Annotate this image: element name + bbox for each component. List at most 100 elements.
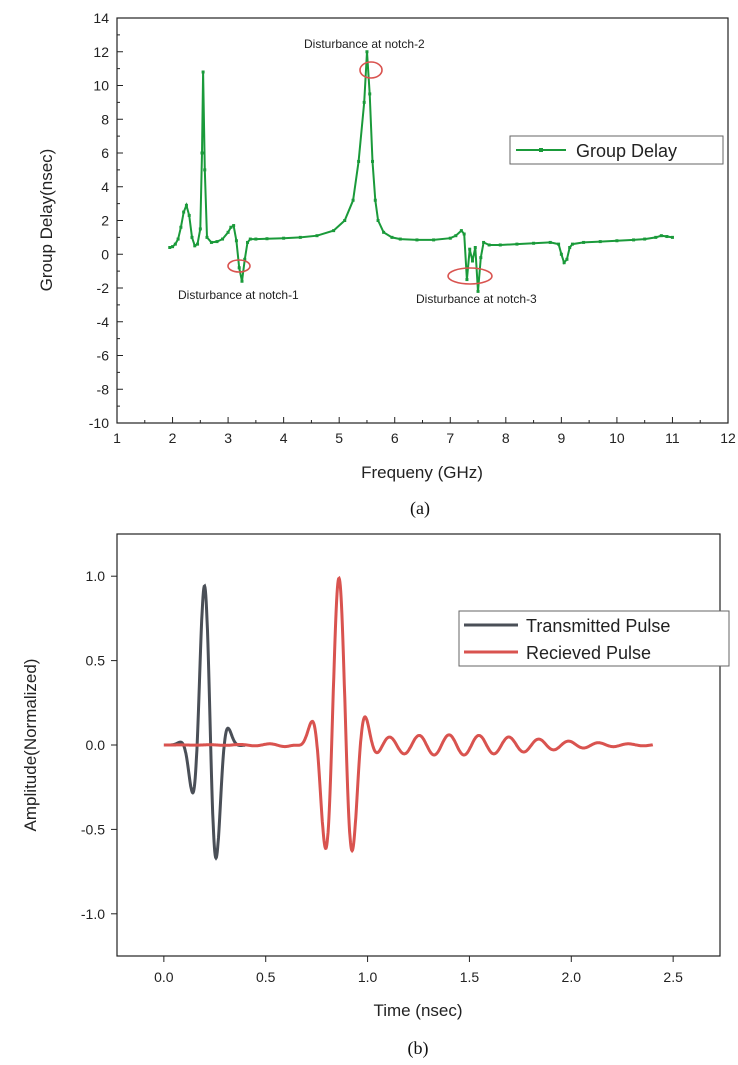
chart-a-x-tick-label: 12 bbox=[720, 430, 736, 446]
chart-a-y-axis-title: Group Delay(nsec) bbox=[37, 149, 56, 292]
group-delay-point bbox=[454, 234, 458, 238]
group-delay-point bbox=[351, 198, 355, 202]
group-delay-point bbox=[615, 239, 619, 243]
group-delay-point bbox=[182, 210, 186, 214]
chart-b-y-tick-label: 1.0 bbox=[86, 568, 106, 584]
group-delay-point bbox=[190, 235, 194, 239]
group-delay-point bbox=[582, 240, 586, 244]
chart-a-y-tick-label: 4 bbox=[101, 179, 109, 195]
chart-a-y-tick-label: 8 bbox=[101, 111, 109, 127]
group-delay-point bbox=[465, 278, 469, 282]
chart-a-x-tick-label: 9 bbox=[557, 430, 565, 446]
group-delay-point bbox=[562, 261, 566, 265]
group-delay-point bbox=[203, 168, 207, 172]
group-delay-point bbox=[632, 238, 636, 242]
group-delay-point bbox=[373, 198, 377, 202]
group-delay-point bbox=[376, 219, 380, 222]
group-delay-point bbox=[462, 232, 466, 236]
annotation-notch-3: Disturbance at notch-3 bbox=[416, 292, 537, 306]
chart-a-y-tick-label: -2 bbox=[97, 280, 110, 296]
group-delay-point bbox=[468, 247, 472, 251]
group-delay-point bbox=[265, 237, 269, 241]
chart-b-x-tick-label: 2.0 bbox=[562, 969, 582, 985]
group-delay-point bbox=[179, 225, 183, 229]
chart-b-y-tick-label: 0.0 bbox=[86, 737, 106, 753]
group-delay-point bbox=[532, 241, 536, 245]
group-delay-point bbox=[482, 240, 486, 244]
annotation-notch-2: Disturbance at notch-2 bbox=[304, 37, 425, 51]
chart-a-y-tick-label: 10 bbox=[93, 78, 109, 94]
group-delay-point bbox=[643, 237, 647, 241]
chart-a-plot-frame bbox=[116, 17, 729, 424]
group-delay-point bbox=[343, 219, 347, 222]
group-delay-point bbox=[665, 235, 669, 239]
group-delay-point bbox=[473, 246, 477, 249]
group-delay-point bbox=[565, 257, 569, 261]
group-delay-point bbox=[362, 100, 366, 104]
chart-a-caption: (a) bbox=[410, 498, 430, 519]
chart-a-y-tick-label: -10 bbox=[89, 415, 109, 431]
notch-3-marker-ellipse bbox=[447, 267, 493, 285]
group-delay-point bbox=[448, 236, 452, 240]
group-delay-point bbox=[298, 235, 302, 239]
chart-a-x-tick-label: 7 bbox=[446, 430, 454, 446]
group-delay-point bbox=[487, 243, 491, 247]
chart-b-legend-box bbox=[458, 610, 730, 667]
chart-a-x-tick-label: 10 bbox=[609, 430, 625, 446]
group-delay-point bbox=[670, 235, 674, 239]
group-delay-point bbox=[254, 237, 258, 241]
group-delay-point bbox=[315, 234, 319, 238]
group-delay-point bbox=[371, 159, 375, 163]
group-delay-point bbox=[382, 230, 386, 234]
chart-a-y-tick-label: 2 bbox=[101, 213, 109, 229]
group-delay-point bbox=[654, 235, 658, 239]
transmitted-pulse-line bbox=[163, 583, 246, 861]
group-delay-point bbox=[365, 50, 369, 54]
group-delay-point bbox=[226, 230, 230, 234]
group-delay-point bbox=[415, 238, 419, 242]
group-delay-point bbox=[248, 237, 252, 241]
group-delay-point bbox=[568, 246, 572, 249]
group-delay-point bbox=[237, 266, 241, 270]
chart-b-y-tick-label: -1.0 bbox=[81, 906, 105, 922]
chart-a-y-tick-label: 14 bbox=[93, 10, 109, 26]
notch-2-marker-ellipse bbox=[359, 61, 383, 79]
group-delay-point bbox=[173, 242, 177, 246]
group-delay-point bbox=[232, 224, 236, 228]
group-delay-point bbox=[557, 242, 561, 246]
pulse-chart: 0.0 0.5 1.0 1.5 2.0 2.5 -1.0 -0.5 0.0 0.5 1.0 Tra… bbox=[21, 533, 730, 1059]
group-delay-point bbox=[282, 236, 286, 240]
group-delay-point bbox=[198, 227, 202, 231]
chart-a-x-tick-label: 3 bbox=[224, 430, 232, 446]
group-delay-point bbox=[171, 245, 175, 249]
group-delay-point bbox=[196, 242, 200, 246]
group-delay-point bbox=[548, 240, 552, 244]
group-delay-point bbox=[398, 237, 402, 241]
chart-a-x-axis: 1 2 3 4 5 6 7 8 9 10 11 12 bbox=[113, 417, 736, 446]
received-pulse-line bbox=[163, 575, 654, 854]
chart-b-x-tick-label: 1.0 bbox=[358, 969, 378, 985]
group-delay-point bbox=[659, 234, 663, 238]
group-delay-point bbox=[432, 238, 436, 242]
group-delay-point bbox=[515, 242, 519, 246]
chart-a-y-tick-label: -6 bbox=[97, 348, 110, 364]
group-delay-point bbox=[168, 246, 172, 249]
chart-a-y-axis: -10 -8 -6 -4 -2 0 2 4 6 8 10 12 14 bbox=[89, 10, 123, 431]
chart-a-y-tick-label: 6 bbox=[101, 145, 109, 161]
legend-label-transmitted: Transmitted Pulse bbox=[526, 616, 670, 636]
chart-b-y-tick-label: -0.5 bbox=[81, 821, 105, 837]
group-delay-point bbox=[209, 240, 213, 244]
group-delay-point bbox=[229, 225, 233, 229]
chart-b-legend: Transmitted Pulse Recieved Pulse bbox=[458, 610, 730, 667]
chart-a-x-tick-label: 8 bbox=[502, 430, 510, 446]
group-delay-point bbox=[201, 70, 205, 74]
chart-b-y-axis-title: Amplitude(Normalized) bbox=[21, 659, 40, 832]
legend-swatch-marker bbox=[539, 148, 543, 152]
chart-b-y-axis: -1.0 -0.5 0.0 0.5 1.0 bbox=[81, 568, 117, 922]
group-delay-point bbox=[215, 240, 219, 244]
chart-a-y-tick-label: 0 bbox=[101, 246, 109, 262]
group-delay-point bbox=[240, 279, 244, 283]
chart-b-x-tick-label: 0.0 bbox=[154, 969, 174, 985]
